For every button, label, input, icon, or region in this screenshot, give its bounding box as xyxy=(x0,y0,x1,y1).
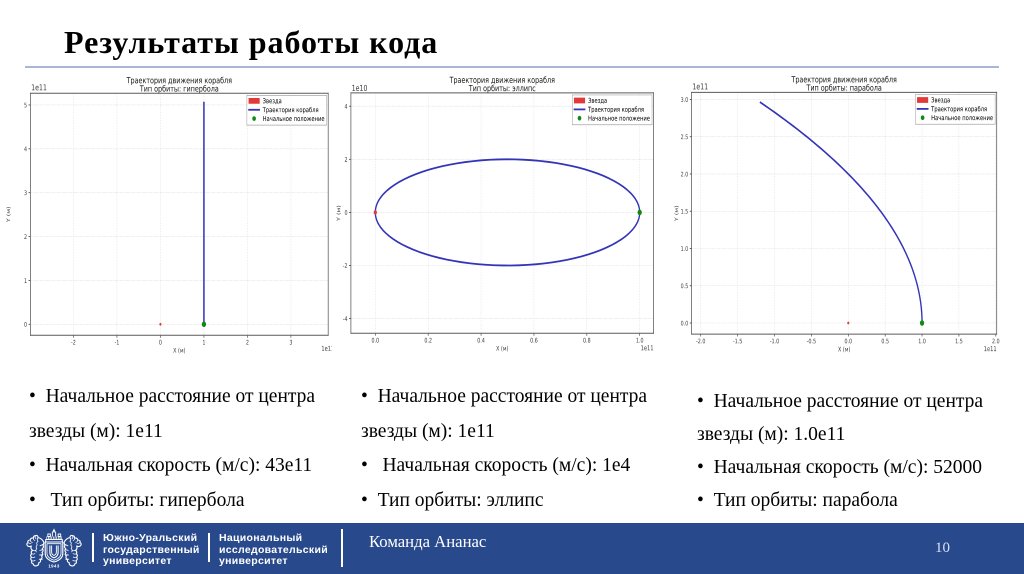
svg-text:1943: 1943 xyxy=(48,563,60,568)
